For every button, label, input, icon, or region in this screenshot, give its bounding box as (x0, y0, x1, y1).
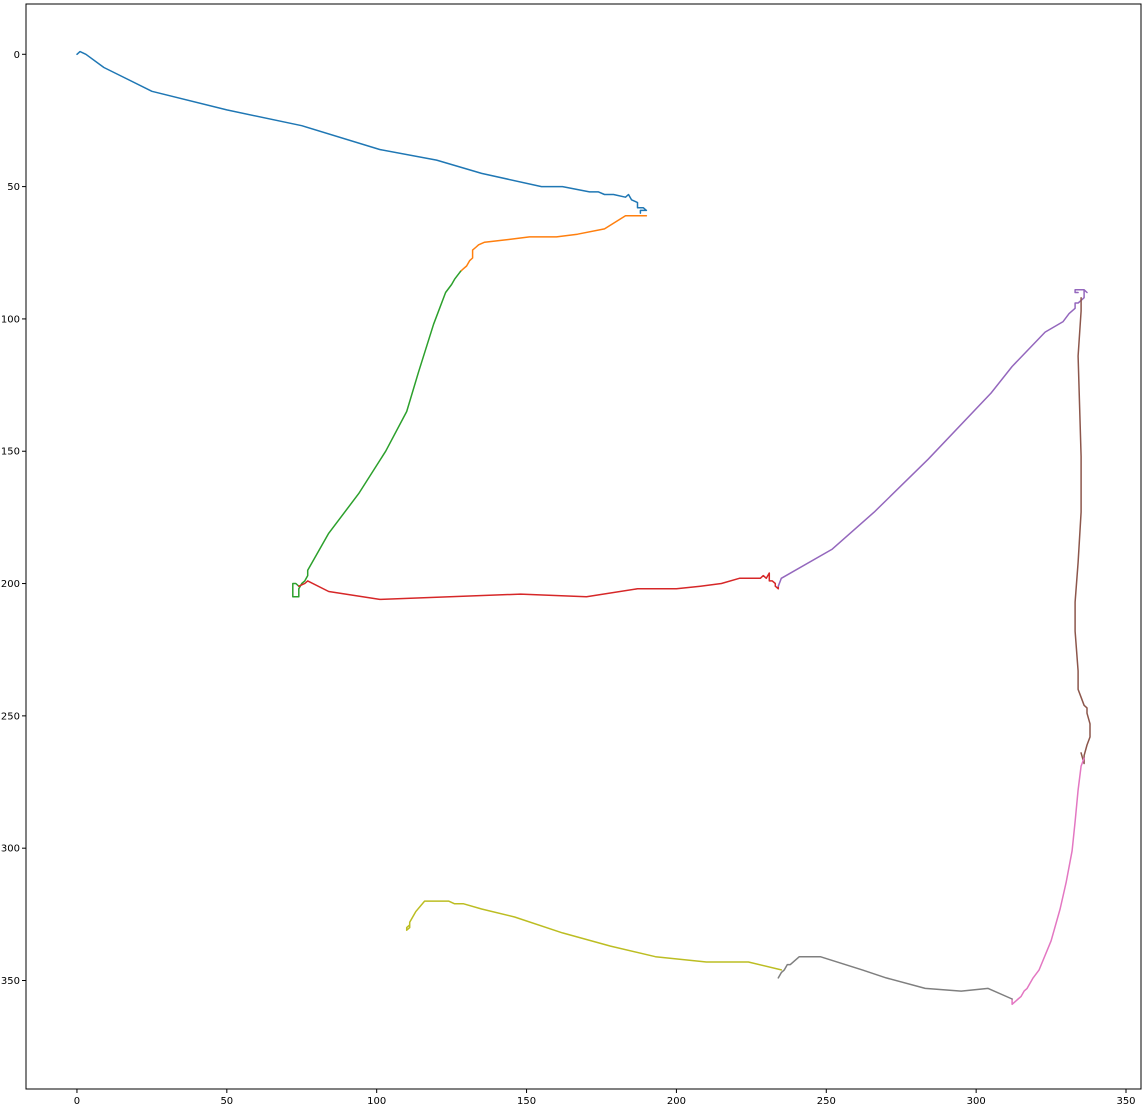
plot-area (26, 4, 1141, 1089)
series-layer (76, 50, 1091, 1006)
series-line-2 (459, 214, 648, 273)
series-line-9 (405, 900, 783, 971)
series-line-1 (76, 50, 648, 214)
y-tick-label-150: 150 (1, 447, 20, 458)
x-tick-label-50: 50 (220, 1096, 233, 1107)
y-tick-label-200: 200 (1, 579, 20, 590)
x-tick-label-0: 0 (74, 1096, 80, 1107)
series-line-8 (777, 955, 1013, 1000)
y-tick-label-250: 250 (1, 711, 20, 722)
y-tick-label-100: 100 (1, 314, 20, 325)
axes-frame (25, 3, 1142, 1090)
x-tick-label-300: 300 (967, 1096, 986, 1107)
series-line-4 (298, 572, 780, 601)
y-tick-label-350: 350 (1, 976, 20, 987)
series-line-6 (1074, 296, 1091, 765)
y-axis: 0 50 100 150 200 250 300 350 (1, 50, 26, 987)
x-tick-label-200: 200 (667, 1096, 686, 1107)
series-line-7 (1011, 757, 1085, 1006)
y-tick-label-50: 50 (7, 182, 20, 193)
y-tick-label-300: 300 (1, 844, 20, 855)
series-line-3 (292, 270, 462, 598)
y-tick-label-0: 0 (14, 50, 20, 61)
x-axis: 0 50 100 150 200 250 300 350 (74, 1089, 1136, 1107)
series-line-5 (777, 289, 1088, 587)
x-tick-label-350: 350 (1116, 1096, 1135, 1107)
plot-background (26, 4, 1141, 1089)
x-tick-label-150: 150 (517, 1096, 536, 1107)
x-tick-label-250: 250 (817, 1096, 836, 1107)
x-tick-label-100: 100 (367, 1096, 386, 1107)
